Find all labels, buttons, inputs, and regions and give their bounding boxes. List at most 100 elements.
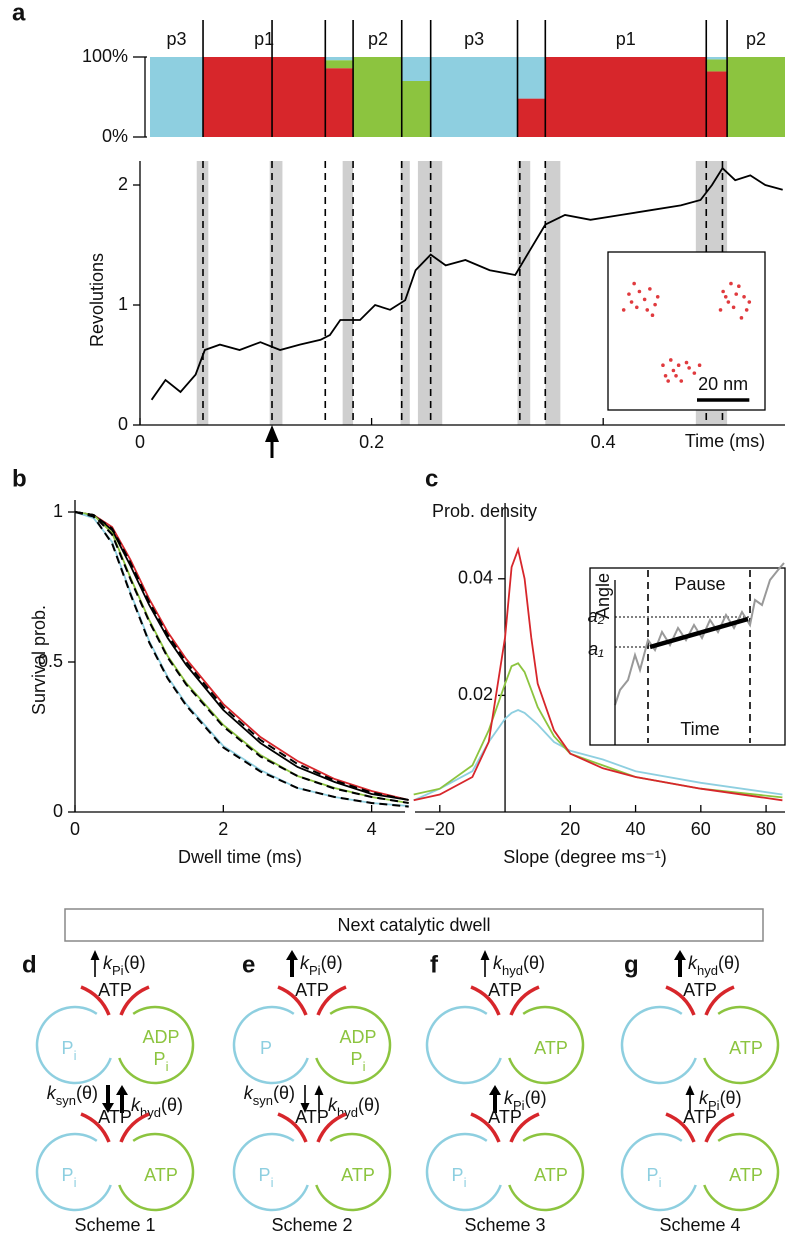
panel-letter: a <box>12 0 26 26</box>
segment-bar <box>325 60 354 69</box>
state-label: p2 <box>746 29 766 49</box>
shaded-band <box>545 161 561 425</box>
rate-label-part: syn <box>56 1093 76 1108</box>
segment-bar <box>203 57 326 137</box>
left-ligand-part: i <box>659 1175 662 1190</box>
left-ligand: Pi <box>259 1165 274 1190</box>
left-ligand: P <box>260 1038 272 1058</box>
rate-label-part: Pi <box>309 963 321 978</box>
rate-label-part: k <box>688 953 698 973</box>
rate-label-part: (θ) <box>321 953 343 973</box>
right-ligand: ATP <box>534 1165 568 1185</box>
reaction-arrow-head <box>685 1085 695 1095</box>
rate-label-part: (θ) <box>76 1083 98 1103</box>
y-tick-label: 0.5 <box>38 651 63 671</box>
rate-label-part: Pi <box>708 1098 720 1113</box>
inset-y-label: Angle <box>593 573 613 619</box>
scatter-point <box>627 292 631 296</box>
data-curve <box>413 709 783 802</box>
scheme-name: Scheme 1 <box>74 1215 155 1235</box>
state-label: p3 <box>464 29 484 49</box>
panel-letter: e <box>242 951 255 978</box>
segment-bar <box>401 81 431 137</box>
rate-label: khyd(θ) <box>493 953 545 978</box>
y-tick-label: 0.04 <box>458 568 493 588</box>
y-tick-label: 0% <box>102 126 128 146</box>
scatter-point <box>697 363 702 368</box>
segment-bar <box>545 57 707 137</box>
state-label: p1 <box>616 29 636 49</box>
scatter-point <box>684 360 689 365</box>
subunit-right <box>118 1132 195 1212</box>
scheme-name: Scheme 4 <box>659 1215 740 1235</box>
catalytic-site <box>119 1112 150 1143</box>
rate-label: kPi(θ) <box>504 1088 547 1113</box>
site-label: ATP <box>98 1107 132 1127</box>
right-ligand-part: i <box>363 1059 366 1074</box>
scatter-point <box>637 289 642 294</box>
fit-curve <box>74 511 409 808</box>
site-label: ATP <box>98 980 132 1000</box>
rate-label-part: k <box>699 1088 709 1108</box>
chart-title: Prob. density <box>432 501 537 521</box>
scatter-point <box>742 294 746 299</box>
scatter-point <box>671 368 676 373</box>
subunit-right <box>315 1005 392 1085</box>
state-label: p2 <box>368 29 388 49</box>
right-ligand-part: i <box>166 1059 169 1074</box>
subunit-right <box>703 1005 780 1085</box>
reaction-arrow-head <box>102 1103 114 1113</box>
state-label: p1 <box>254 29 274 49</box>
catalytic-site <box>80 985 111 1016</box>
left-ligand-part: P <box>62 1038 74 1058</box>
y-tick-label: 0 <box>118 414 128 434</box>
rate-label-part: (θ) <box>358 1095 380 1115</box>
subunit-right <box>118 1005 195 1085</box>
rate-label-part: hyd <box>502 963 523 978</box>
catalytic-site <box>470 1112 501 1143</box>
scheme-name: Scheme 2 <box>271 1215 352 1235</box>
segment-bar <box>150 57 204 137</box>
rate-label-part: k <box>504 1088 514 1108</box>
scale-bar-label: 20 nm <box>698 374 748 394</box>
segment-bar <box>727 57 785 137</box>
catalytic-site <box>119 985 150 1016</box>
reaction-arrow-head <box>489 1085 501 1095</box>
rate-label-part: hyd <box>697 963 718 978</box>
subunit-right <box>508 1132 585 1212</box>
scatter-point <box>744 308 749 312</box>
subunit-right <box>508 1005 585 1085</box>
scatter-point <box>718 308 723 312</box>
panel-letter: f <box>430 951 439 978</box>
site-label: ATP <box>683 1107 717 1127</box>
scatter-point <box>739 316 744 320</box>
catalytic-site <box>509 985 540 1016</box>
rate-label-part: Pi <box>112 963 124 978</box>
scatter-point <box>629 300 634 304</box>
rate-label-part: k <box>328 1095 338 1115</box>
scheme-name: Scheme 3 <box>464 1215 545 1235</box>
right-ligand-part: ATP <box>534 1038 568 1058</box>
left-ligand-part: P <box>647 1165 659 1185</box>
panel-letter: g <box>624 951 639 978</box>
rate-label: kPi(θ) <box>300 953 343 978</box>
subunit-left <box>232 1005 309 1085</box>
rate-label-part: (θ) <box>525 1088 547 1108</box>
x-axis-label: Time (ms) <box>685 431 765 451</box>
left-ligand-part: i <box>464 1175 467 1190</box>
rate-label-part: (θ) <box>161 1095 183 1115</box>
catalytic-site <box>277 985 308 1016</box>
time-arrow-head <box>265 425 280 442</box>
shaded-band <box>342 161 354 425</box>
reaction-arrow-head <box>314 1085 324 1095</box>
left-ligand-part: P <box>259 1165 271 1185</box>
y-tick-label: 1 <box>53 501 63 521</box>
right-ligand: ATP <box>534 1038 568 1058</box>
segment-bar <box>706 57 728 60</box>
scatter-point <box>648 287 652 291</box>
reaction-arrow-head <box>300 1103 310 1113</box>
left-ligand-part: P <box>62 1165 74 1185</box>
data-curve <box>413 662 783 799</box>
